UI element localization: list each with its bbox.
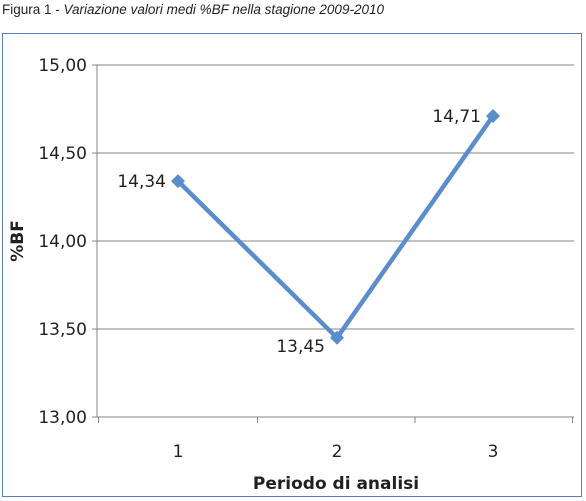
data-label: 13,45	[276, 337, 325, 357]
series-line	[171, 109, 500, 345]
data-point-marker	[171, 174, 185, 189]
y-tick-label: 14,00	[38, 232, 87, 252]
figure-caption: Figura 1 - Variazione valori medi %BF ne…	[2, 2, 384, 17]
caption-separator: -	[51, 2, 64, 17]
y-tick-label: 13,50	[38, 320, 87, 340]
x-tick-label: 3	[488, 442, 499, 462]
gridlines	[92, 64, 574, 418]
y-tick-label: 13,00	[38, 408, 87, 428]
data-label: 14,34	[117, 172, 166, 192]
figure-number: Figura 1	[2, 2, 52, 17]
x-tick-label: 1	[173, 442, 184, 462]
x-axis-ticks: 1 2 3	[98, 417, 573, 462]
series-polyline	[176, 114, 495, 341]
y-tick-label: 14,50	[38, 144, 87, 164]
data-point-marker	[330, 330, 344, 345]
data-label: 14,71	[432, 107, 481, 127]
y-tick-label: 15,00	[38, 56, 87, 76]
data-point-marker	[486, 109, 500, 124]
figure-title: Variazione valori medi %BF nella stagion…	[63, 2, 384, 17]
y-axis-ticks: 13,00 13,50 14,00 14,50 15,00	[38, 56, 87, 428]
x-tick-label: 2	[332, 442, 343, 462]
data-labels: 14,34 13,45 14,71	[117, 107, 481, 357]
y-axis-title: %BF	[8, 220, 28, 262]
x-axis-title: Periodo di analisi	[253, 474, 419, 494]
